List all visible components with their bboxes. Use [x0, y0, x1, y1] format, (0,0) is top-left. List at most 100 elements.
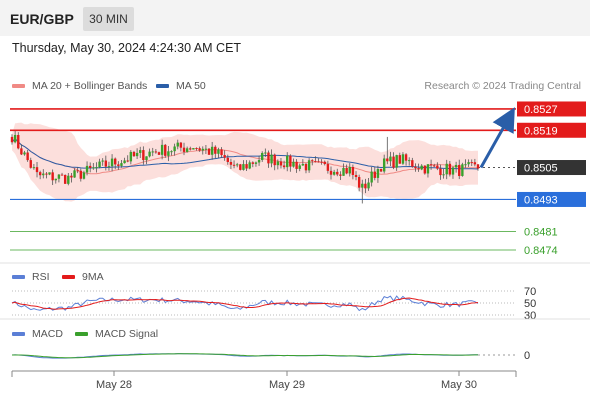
candle [154, 149, 158, 154]
candle [323, 160, 326, 166]
candle [232, 160, 236, 169]
candle-body [35, 167, 39, 173]
candle [76, 167, 79, 174]
rsi-ma-swatch-icon [62, 275, 75, 279]
time-axis-label: May 29 [269, 379, 305, 391]
candle-body [411, 160, 414, 167]
candle [470, 159, 473, 167]
candle [79, 168, 83, 182]
candle-body [367, 182, 370, 189]
candle-body [170, 151, 173, 153]
candle-body [142, 150, 145, 161]
candle [461, 162, 464, 177]
candle-body [210, 146, 214, 155]
candle-body [85, 165, 89, 173]
credit-text: Research © 2024 Trading Central [424, 80, 581, 92]
candle [379, 168, 383, 173]
candle-body [426, 164, 430, 174]
candle-body [454, 164, 458, 168]
candle [189, 146, 192, 151]
candle [298, 163, 301, 172]
candle [114, 157, 117, 170]
candle [261, 151, 264, 162]
candle [92, 163, 95, 170]
candle [32, 163, 36, 170]
candle-body [429, 164, 433, 166]
candle-body [23, 152, 26, 155]
candle-body [60, 174, 64, 176]
candle-body [439, 168, 442, 176]
candle-body [354, 174, 358, 178]
candle-body [254, 162, 258, 164]
candle [329, 166, 333, 180]
candle-body [323, 161, 326, 165]
candle [176, 139, 179, 150]
candle-body [54, 178, 57, 181]
candle-body [73, 170, 76, 178]
resistance-label-box [517, 122, 586, 138]
candle [201, 146, 204, 155]
candle [342, 163, 345, 176]
candle [332, 169, 336, 176]
candle [214, 145, 217, 159]
forecast-arrow-line [479, 107, 515, 169]
candle-body [336, 171, 339, 175]
candle [301, 159, 305, 166]
target-label-text: 0.8481 [524, 226, 558, 238]
candle [389, 151, 392, 167]
candle [179, 141, 183, 152]
candle-body [135, 152, 139, 157]
target-label-text: 0.8474 [524, 245, 558, 257]
candle [398, 152, 402, 164]
candle-body [114, 158, 117, 165]
candle [326, 160, 330, 174]
candle [139, 146, 142, 158]
candle [433, 163, 436, 168]
candle [226, 154, 229, 165]
candle-body [101, 160, 104, 162]
candle [404, 153, 408, 166]
candle [351, 164, 355, 180]
candle-body [167, 151, 170, 156]
candle-body [304, 163, 308, 171]
candle [151, 147, 154, 157]
candle-body [179, 142, 183, 148]
timeframe-badge[interactable]: 30 MIN [83, 7, 134, 31]
candle-body [417, 168, 420, 170]
candle [239, 163, 242, 171]
candle [476, 163, 480, 171]
macd-zero-label: 0 [524, 350, 530, 362]
candle [170, 150, 173, 156]
candle-body [348, 166, 351, 174]
macd-signal-line [12, 353, 478, 359]
candle-body [229, 161, 233, 165]
candle [160, 139, 164, 160]
moving-averages [11, 137, 479, 175]
candle [345, 164, 348, 175]
rsi-level-label: 30 [524, 310, 536, 322]
candle-body [185, 148, 189, 152]
candle-body [248, 162, 251, 169]
time-axis-label: May 28 [96, 379, 132, 391]
candle [458, 159, 461, 180]
candle-body [198, 148, 201, 151]
candle [307, 158, 311, 173]
candle-body [433, 165, 436, 167]
candle [467, 159, 470, 167]
macd-line [11, 353, 479, 359]
candle-body [207, 148, 211, 155]
candle [248, 160, 251, 170]
candle-body [88, 165, 92, 168]
candle-body [95, 167, 98, 169]
candle [20, 144, 23, 156]
candle [357, 174, 361, 192]
candle-body [339, 174, 342, 176]
candle [42, 169, 45, 179]
candle [126, 155, 129, 163]
candle-body [286, 155, 289, 168]
candle [182, 142, 186, 156]
legend-macd-signal: MACD Signal [75, 328, 158, 340]
support-label-text: 0.8493 [524, 194, 558, 206]
candle-body [326, 164, 330, 171]
